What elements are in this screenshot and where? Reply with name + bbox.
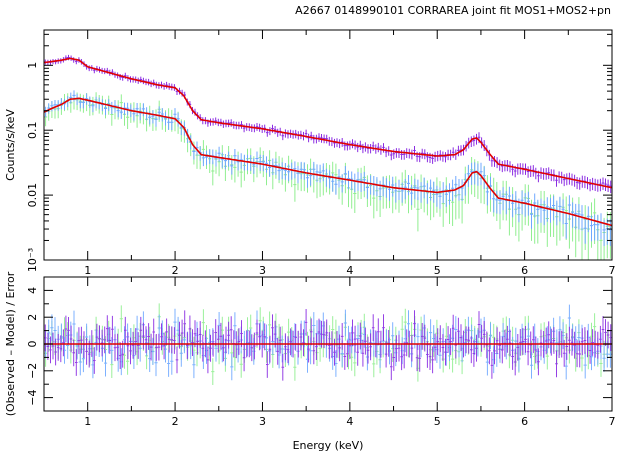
residual-x-tick-label: 2 bbox=[172, 415, 179, 428]
residual-x-tick-label: 7 bbox=[609, 415, 616, 428]
series-1-residual-bins bbox=[44, 304, 612, 381]
spectrum-model-curves bbox=[43, 57, 613, 227]
residual-x-tick-label: 6 bbox=[521, 415, 528, 428]
residual-x-tick-label: 3 bbox=[259, 415, 266, 428]
x-axis-label: Energy (keV) bbox=[293, 439, 364, 452]
series-0-spectrum-bins bbox=[44, 54, 612, 194]
spectrum-y-tick-label: 10⁻³ bbox=[26, 248, 39, 272]
spectrum-ticks: 1 2 3 4 5 6 7 1 0.1 0.01 10⁻³ bbox=[26, 30, 616, 277]
residual-x-tick-label: 4 bbox=[346, 415, 353, 428]
spectrum-frame bbox=[43, 29, 613, 261]
spectrum-x-tick-label: 1 bbox=[84, 264, 91, 277]
residual-y-tick-label: −2 bbox=[26, 363, 39, 379]
spectrum-x-tick-label: 7 bbox=[609, 264, 616, 277]
residual-x-tick-label: 1 bbox=[84, 415, 91, 428]
residual-panel: 1 2 3 4 5 6 7 4 2 0 −2 −4 (Observed – Model) / Erro… bbox=[4, 271, 616, 452]
spectrum-x-tick-label: 5 bbox=[434, 264, 441, 277]
residual-y-tick-label: 2 bbox=[26, 314, 39, 321]
residual-y-tick-label: −4 bbox=[26, 389, 39, 405]
spectrum-y-tick-label: 0.1 bbox=[26, 121, 39, 139]
series-0-model-curve bbox=[43, 57, 613, 189]
residual-y-label: (Observed – Model) / Error bbox=[4, 271, 17, 416]
spectrum-x-tick-label: 6 bbox=[521, 264, 528, 277]
spectrum-x-tick-label: 3 bbox=[259, 264, 266, 277]
spectrum-panel: 1 2 3 4 5 6 7 1 0.1 0.01 10⁻³ Counts/s/keV bbox=[4, 29, 616, 277]
chart-title: A2667 0148990101 CORRAREA joint fit MOS1… bbox=[295, 4, 611, 17]
residual-y-tick-label: 0 bbox=[26, 341, 39, 348]
spectrum-y-tick-label: 1 bbox=[26, 62, 39, 69]
spectrum-y-tick-label: 0.01 bbox=[26, 183, 39, 208]
spectrum-x-tick-label: 4 bbox=[346, 264, 353, 277]
spectrum-x-tick-label: 2 bbox=[172, 264, 179, 277]
spectrum-y-label: Counts/s/keV bbox=[4, 109, 17, 181]
spectrum-data bbox=[44, 54, 612, 260]
series-1-model-curve bbox=[43, 97, 613, 227]
residual-ticks: 1 2 3 4 5 6 7 4 2 0 −2 −4 bbox=[26, 276, 616, 428]
residual-y-tick-label: 4 bbox=[26, 287, 39, 294]
residual-x-tick-label: 5 bbox=[434, 415, 441, 428]
